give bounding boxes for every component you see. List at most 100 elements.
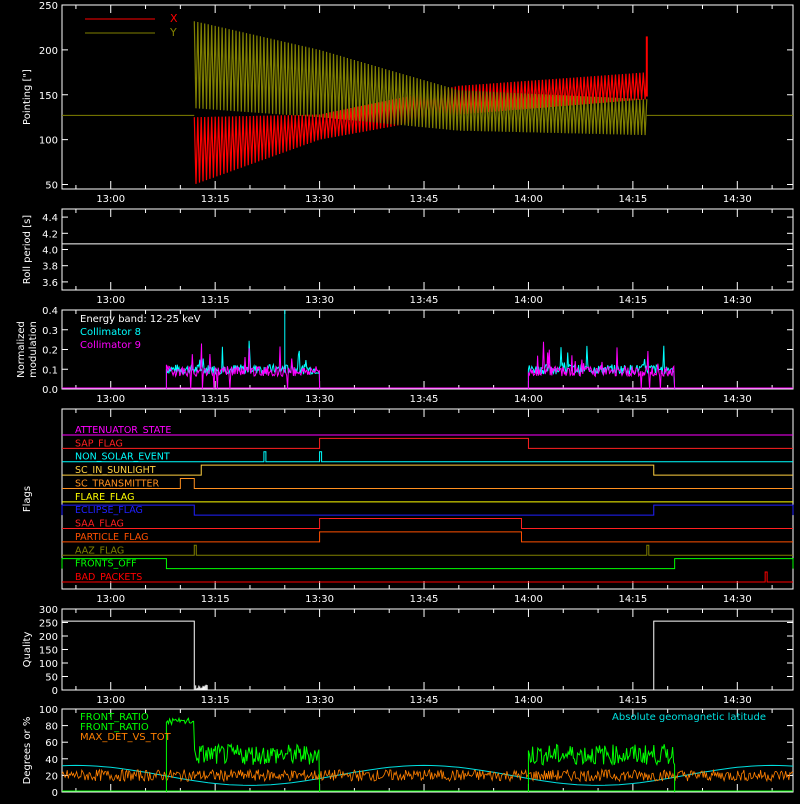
- flag-line-non_solar_event: [62, 451, 793, 463]
- pointing-panel: [61, 4, 794, 190]
- pointing-frame: [61, 4, 794, 190]
- flag-label-eclipse_flag: ECLIPSE_FLAG: [75, 505, 143, 516]
- modulation-ytick-label: 0.0: [42, 385, 58, 396]
- quality-line: [62, 620, 793, 691]
- pointing-series-y: [193, 21, 648, 136]
- modulation-ytick-label: 0.2: [42, 346, 58, 357]
- modulation-xtick-label: 14:15: [618, 394, 647, 405]
- flags-xtick-label: 13:45: [410, 594, 439, 605]
- modulation-series-collimator9: [165, 343, 321, 390]
- modulation-xtick-label: 13:15: [201, 394, 230, 405]
- legend-front-ratio: FRONT_RATIO: [80, 712, 149, 723]
- roll-xtick-label: 13:15: [201, 295, 230, 306]
- flags-frame: [61, 408, 794, 590]
- flag-label-attenuator_state: ATTENUATOR_STATE: [75, 425, 171, 436]
- ratios-ytick-label: 0: [52, 788, 58, 799]
- quality-ytick-label: 200: [39, 632, 58, 643]
- flag-line-saa_flag: [62, 518, 793, 530]
- pointing-ytick-label: 200: [39, 46, 58, 57]
- pointing-xtick-label: 13:30: [305, 194, 334, 205]
- ratios-ytick-label: 60: [45, 738, 58, 749]
- pointing-xtick-label: 13:15: [201, 194, 230, 205]
- flag-label-fronts_off: FRONTS_OFF: [75, 559, 137, 570]
- pointing-ytick-label: 50: [45, 181, 58, 192]
- flag-line-aaz_flag: [62, 544, 793, 556]
- pointing-xtick-label: 13:45: [410, 194, 439, 205]
- flag-label-sap_flag: SAP_FLAG: [75, 438, 123, 449]
- roll-panel: [61, 208, 794, 291]
- ratios-ylabel: Degrees or %: [22, 717, 33, 785]
- modulation-xtick-label: 14:00: [514, 394, 543, 405]
- quality-panel: [61, 608, 794, 691]
- flags-xtick-label: 13:15: [201, 594, 230, 605]
- roll-xtick-label: 13:45: [410, 295, 439, 306]
- flag-label-non_solar_event: NON_SOLAR_EVENT: [75, 452, 170, 463]
- roll-ytick-label: 3.6: [42, 278, 58, 289]
- flags-xtick-label: 13:00: [96, 594, 125, 605]
- flag-line-bad_packets: [62, 571, 793, 583]
- ratios-ytick-label: 100: [39, 705, 58, 716]
- quality-xtick-label: 14:00: [514, 695, 543, 706]
- flag-label-bad_packets: BAD_PACKETS: [75, 572, 142, 583]
- flag-label-particle_flag: PARTICLE_FLAG: [75, 532, 148, 543]
- modulation-ylabel-line2: modulation: [28, 321, 39, 378]
- flag-line-sc_in_sunlight: [62, 464, 793, 476]
- quality-ytick-label: 0: [52, 686, 58, 697]
- pointing-ylabel: Pointing ["]: [22, 69, 33, 125]
- legend-max-det: MAX_DET_VS_TOT: [80, 732, 172, 743]
- flags-panel: [61, 408, 794, 590]
- flag-label-saa_flag: SAA_FLAG: [75, 519, 124, 530]
- quality-ytick-label: 100: [39, 659, 58, 670]
- roll-ylabel: Roll period [s]: [22, 215, 33, 284]
- modulation-ytick-label: 0.4: [42, 306, 58, 317]
- roll-xtick-label: 14:30: [723, 295, 752, 306]
- ratios-ytick-label: 20: [45, 771, 58, 782]
- ratios-front-ratio-line: [527, 743, 676, 793]
- quality-ytick-label: 50: [45, 673, 58, 684]
- flag-line-sap_flag: [62, 437, 793, 449]
- legend-y-label: Y: [169, 26, 177, 39]
- modulation-xtick-label: 13:45: [410, 394, 439, 405]
- flag-label-flare_flag: FLARE_FLAG: [75, 492, 135, 503]
- roll-ytick-label: 4.2: [42, 229, 58, 240]
- flag-line-eclipse_flag: [61, 504, 794, 516]
- roll-ytick-label: 4.0: [42, 246, 58, 257]
- legend-collimator8: Collimator 8: [80, 327, 141, 338]
- modulation-series-collimator9: [527, 341, 676, 390]
- roll-xtick-label: 14:15: [618, 295, 647, 306]
- ratios-ytick-label: 40: [45, 755, 58, 766]
- pointing-ytick-label: 150: [39, 91, 58, 102]
- quality-ytick-label: 150: [39, 646, 58, 657]
- ratios-frame: [61, 708, 794, 793]
- legend-x-label: X: [170, 12, 178, 25]
- quality-ylabel: Quality: [22, 632, 33, 668]
- quality-xtick-label: 14:30: [723, 695, 752, 706]
- ratios-maxdet-line: [61, 768, 794, 783]
- quality-xtick-label: 13:30: [305, 695, 334, 706]
- pointing-ytick-label: 100: [39, 136, 58, 147]
- ratios-front-ratio-line: [165, 716, 321, 793]
- flag-line-fronts_off: [61, 558, 794, 570]
- roll-ytick-label: 3.8: [42, 262, 58, 273]
- flags-xtick-label: 13:30: [305, 594, 334, 605]
- flag-line-sc_transmitter: [62, 477, 793, 489]
- quality-xtick-label: 13:45: [410, 695, 439, 706]
- modulation-energy-label: Energy band: 12-25 keV: [80, 314, 201, 325]
- roll-xtick-label: 13:00: [96, 295, 125, 306]
- modulation-ylabel-line1: Normalized: [16, 321, 27, 378]
- roll-ytick-label: 4.4: [42, 213, 58, 224]
- modulation-ytick-label: 0.3: [42, 326, 58, 337]
- modulation-xtick-label: 13:30: [305, 394, 334, 405]
- quality-xtick-label: 13:15: [201, 695, 230, 706]
- pointing-xtick-label: 14:00: [514, 194, 543, 205]
- legend-geomag: Absolute geomagnetic latitude: [612, 712, 766, 723]
- flags-ylabel: Flags: [22, 486, 33, 512]
- roll-xtick-label: 14:00: [514, 295, 543, 306]
- flag-label-sc_transmitter: SC_TRANSMITTER: [75, 478, 160, 489]
- flag-label-sc_in_sunlight: SC_IN_SUNLIGHT: [75, 465, 156, 476]
- pointing-xtick-label: 13:00: [96, 194, 125, 205]
- ratios-geomag-line: [61, 764, 794, 786]
- flags-xtick-label: 14:15: [618, 594, 647, 605]
- pointing-ytick-label: 250: [39, 1, 58, 12]
- pointing-xtick-label: 14:15: [618, 194, 647, 205]
